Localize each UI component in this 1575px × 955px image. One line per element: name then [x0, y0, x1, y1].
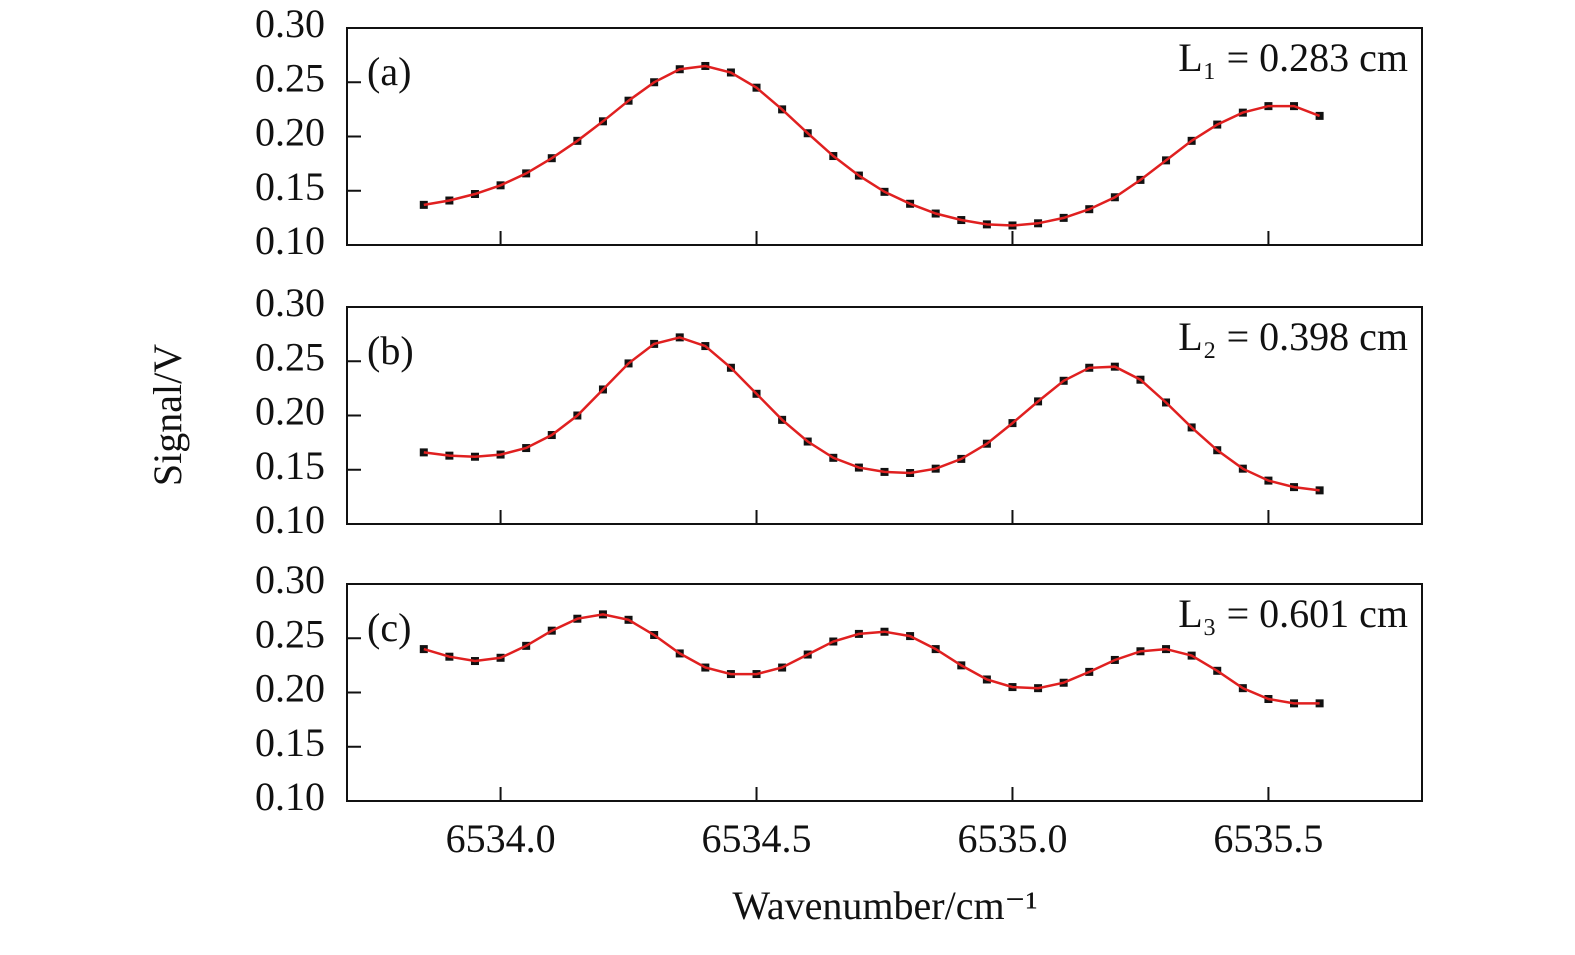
- y-axis-label: Signal/V: [145, 344, 190, 486]
- y-tick-label: 0.25: [255, 55, 325, 100]
- panel-label: (c): [367, 605, 411, 650]
- y-tick-label: 0.15: [255, 720, 325, 765]
- data-point: [1315, 699, 1324, 708]
- y-tick-label: 0.20: [255, 666, 325, 711]
- fit-line: [423, 64, 1321, 227]
- fit-line: [423, 613, 1320, 705]
- data-point: [1315, 111, 1324, 120]
- y-tick-label: 0.20: [255, 110, 325, 155]
- data-point: [419, 448, 428, 457]
- y-tick-label: 0.15: [255, 443, 325, 488]
- x-tick-label: 6534.0: [446, 816, 556, 861]
- y-tick-label: 0.25: [255, 334, 325, 379]
- panel-label: (a): [367, 49, 411, 94]
- x-axis-label: Wavenumber/cm⁻¹: [732, 883, 1037, 928]
- annotation: L₁ = 0.283 cm: [1178, 35, 1408, 80]
- x-tick-label: 6535.0: [957, 816, 1067, 861]
- y-tick-label: 0.20: [255, 389, 325, 434]
- annotation: L₂ = 0.398 cm: [1178, 314, 1408, 359]
- y-tick-label: 0.25: [255, 611, 325, 656]
- y-tick-label: 0.30: [255, 1, 325, 46]
- x-tick-label: 6534.5: [702, 816, 812, 861]
- x-tick-label: 6535.5: [1213, 816, 1323, 861]
- y-tick-label: 0.10: [255, 774, 325, 819]
- data-point: [419, 200, 428, 209]
- y-tick-label: 0.30: [255, 557, 325, 602]
- y-tick-label: 0.15: [255, 164, 325, 209]
- y-tick-label: 0.10: [255, 218, 325, 263]
- data-point: [419, 645, 428, 654]
- data-point: [1315, 486, 1324, 495]
- fit-line: [423, 336, 1320, 492]
- y-tick-label: 0.30: [255, 280, 325, 325]
- panel-label: (b): [367, 328, 414, 373]
- y-tick-label: 0.10: [255, 497, 325, 542]
- annotation: L₃ = 0.601 cm: [1178, 591, 1408, 636]
